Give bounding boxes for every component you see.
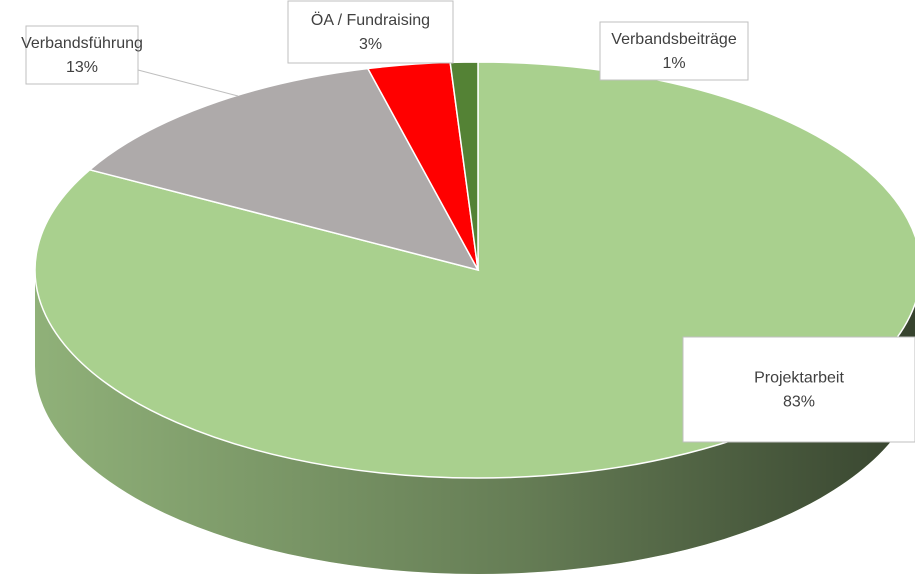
slice-value-label: 3%	[359, 36, 382, 53]
leader-line	[137, 69, 239, 97]
slice-label: ÖA / Fundraising	[311, 11, 430, 29]
slice-value-label: 13%	[66, 59, 98, 76]
label-box	[25, 25, 139, 85]
label-box	[287, 0, 454, 64]
pie-side-shade	[35, 270, 915, 574]
slice-label: Verbandsbeiträge	[611, 31, 737, 48]
slice-value-label: 1%	[662, 55, 685, 72]
label-box	[682, 336, 915, 443]
pie-slice	[88, 67, 480, 272]
label-box	[599, 21, 749, 81]
slice-label: Projektarbeit	[754, 370, 844, 387]
slice-label: Verbandsführung	[21, 35, 143, 52]
slice-value-label: 83%	[783, 394, 815, 411]
